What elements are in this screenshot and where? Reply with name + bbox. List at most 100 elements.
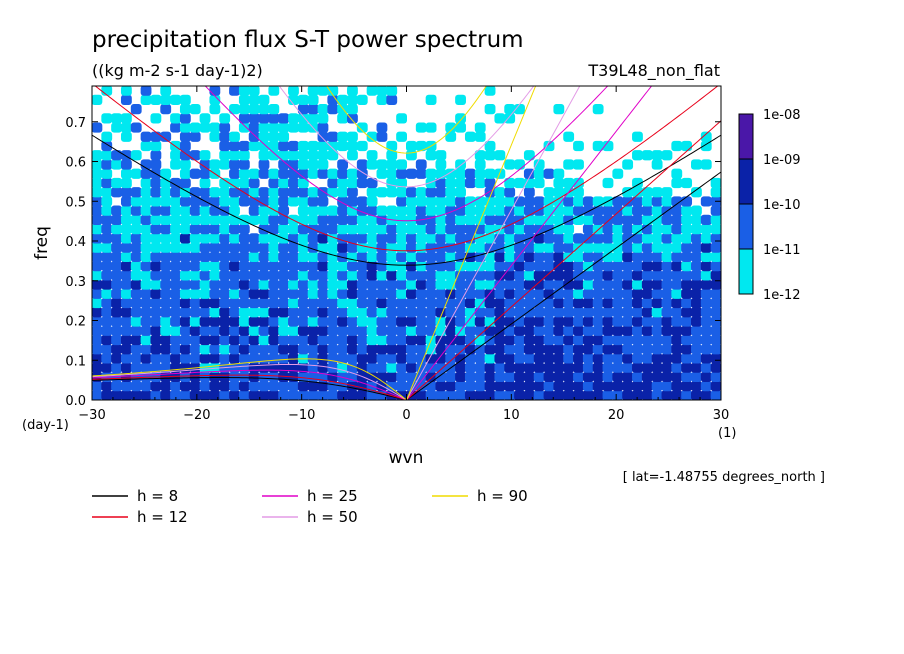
- spectrum-cell: [317, 353, 329, 364]
- spectrum-cell: [435, 390, 447, 400]
- spectrum-cell: [209, 233, 221, 244]
- spectrum-cell: [700, 251, 712, 262]
- spectrum-cell: [455, 362, 466, 373]
- legend-label: h = 8: [137, 487, 178, 505]
- spectrum-cell: [681, 177, 693, 189]
- spectrum-cell: [199, 168, 211, 179]
- spectrum-cell: [219, 371, 231, 383]
- spectrum-cell: [641, 260, 653, 272]
- spectrum-cell: [101, 297, 113, 309]
- latitude-footnote: [ lat=-1.48755 degrees_north ]: [623, 470, 825, 485]
- spectrum-cell: [553, 307, 565, 318]
- spectrum-cell: [140, 307, 152, 318]
- spectrum-cell: [140, 316, 152, 327]
- spectrum-cell: [602, 325, 614, 336]
- spectrum-cell: [533, 381, 545, 392]
- spectrum-cell: [111, 187, 122, 198]
- spectrum-cell: [337, 131, 349, 142]
- spectrum-cell: [494, 344, 506, 355]
- spectrum-cell: [464, 288, 476, 299]
- colorbar-label: 1e-11: [763, 243, 801, 258]
- spectrum-cell: [681, 196, 693, 207]
- spectrum-cell: [691, 224, 702, 235]
- spectrum-cell: [140, 196, 152, 207]
- spectrum-cell: [238, 150, 250, 161]
- spectrum-cell: [278, 196, 290, 207]
- spectrum-cell: [376, 187, 388, 198]
- spectrum-cell: [130, 297, 142, 309]
- spectrum-cell: [484, 270, 496, 281]
- spectrum-cell: [523, 187, 535, 198]
- spectrum-cell: [376, 279, 388, 290]
- spectrum-cell: [92, 270, 103, 281]
- spectrum-cell: [592, 316, 604, 327]
- spectrum-cell: [543, 371, 555, 383]
- spectrum-cell: [386, 307, 398, 318]
- spectrum-cell: [179, 131, 191, 142]
- spectrum-cell: [268, 260, 280, 272]
- spectrum-cell: [573, 177, 584, 189]
- spectrum-cell: [92, 242, 103, 253]
- spectrum-cell: [170, 159, 181, 170]
- spectrum-cell: [386, 140, 398, 152]
- legend: h = 8h = 12h = 25h = 50h = 90: [92, 487, 528, 526]
- spectrum-cell: [229, 233, 240, 244]
- spectrum-cell: [268, 177, 280, 189]
- spectrum-cell: [199, 279, 211, 290]
- y-tick-label: 0.1: [65, 354, 86, 369]
- spectrum-cell: [474, 316, 486, 327]
- spectrum-cell: [543, 390, 555, 400]
- spectrum-cell: [681, 325, 693, 336]
- spectrum-cell: [120, 196, 132, 207]
- spectrum-cell: [327, 103, 339, 115]
- spectrum-cell: [209, 187, 221, 198]
- spectrum-cell: [710, 279, 721, 290]
- spectrum-cell: [710, 316, 721, 327]
- spectrum-cell: [337, 159, 349, 170]
- spectrum-cell: [120, 205, 132, 216]
- spectrum-cell: [376, 353, 388, 364]
- spectrum-cell: [278, 251, 290, 262]
- spectrum-cell: [297, 214, 309, 226]
- spectrum-cell: [386, 381, 398, 392]
- spectrum-cell: [533, 260, 545, 272]
- spectrum-cell: [494, 353, 506, 364]
- spectrum-cell: [189, 344, 201, 355]
- spectrum-cell: [150, 260, 162, 272]
- spectrum-cell: [120, 86, 132, 96]
- dispersion-curve-h90: [326, 86, 487, 154]
- spectrum-cell: [248, 94, 260, 105]
- spectrum-cell: [671, 224, 683, 235]
- y-tick-label: 0.5: [65, 195, 86, 210]
- y-tick-label: 0.6: [65, 156, 86, 171]
- spectrum-cell: [297, 187, 309, 198]
- spectrum-cell: [592, 307, 604, 318]
- spectrum-cell: [455, 177, 466, 189]
- spectrum-cell: [258, 316, 270, 327]
- spectrum-cell: [415, 122, 427, 133]
- spectrum-cell: [592, 353, 604, 364]
- spectrum-cell: [396, 260, 407, 272]
- spectrum-cell: [386, 316, 398, 327]
- spectrum-cell: [710, 334, 721, 346]
- spectrum-cell: [641, 270, 653, 281]
- spectrum-cell: [101, 353, 113, 364]
- spectrum-cell: [602, 242, 614, 253]
- spectrum-cell: [376, 205, 388, 216]
- spectrum-cell: [317, 362, 329, 373]
- spectrum-cell: [278, 344, 290, 355]
- spectrum-cell: [111, 113, 122, 124]
- spectrum-cell: [681, 353, 693, 364]
- spectrum-cell: [582, 307, 594, 318]
- spectrum-cell: [160, 224, 172, 235]
- spectrum-cell: [504, 353, 516, 364]
- spectrum-cell: [327, 316, 339, 327]
- x-tick-label: 10: [503, 408, 520, 423]
- spectrum-cell: [248, 103, 260, 115]
- spectrum-cell: [150, 381, 162, 392]
- spectrum-cell: [435, 353, 447, 364]
- spectrum-cell: [651, 279, 663, 290]
- spectrum-cell: [120, 297, 132, 309]
- spectrum-cell: [120, 187, 132, 198]
